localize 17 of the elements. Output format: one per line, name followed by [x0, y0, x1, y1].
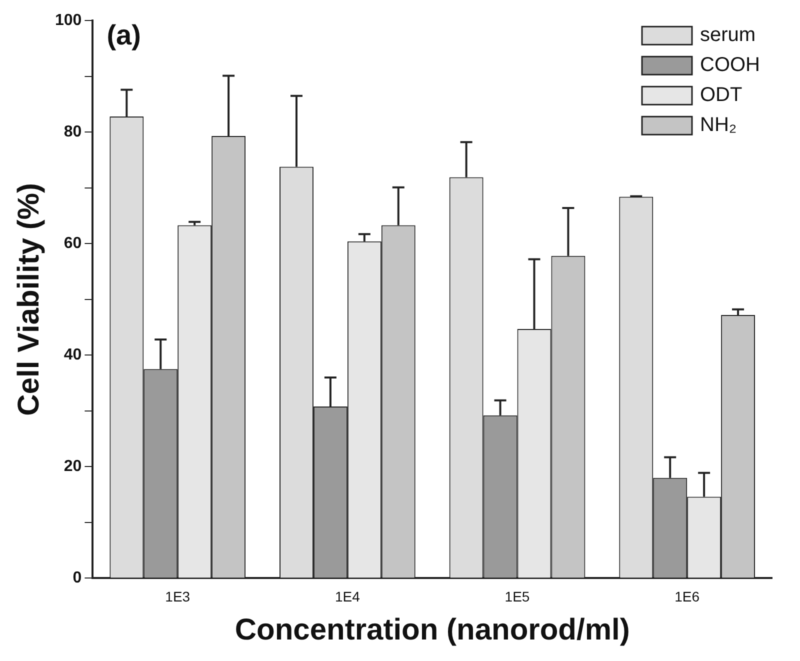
legend-label: NH₂ — [700, 114, 737, 136]
y-tick-label: 0 — [72, 570, 82, 587]
x-axis-title: Concentration (nanorod/ml) — [234, 613, 630, 646]
y-tick-label: 20 — [64, 458, 82, 476]
y-tick-label: 100 — [54, 12, 82, 30]
chart-title: (a) — [106, 19, 141, 50]
y-tick-label: 60 — [64, 235, 82, 252]
x-tick-label: 1E4 — [334, 588, 360, 604]
x-tick-label: 1E3 — [165, 588, 190, 604]
legend-label: ODT — [700, 84, 742, 106]
y-tick-label: 40 — [64, 346, 82, 364]
y-tick-label: 80 — [64, 124, 82, 141]
x-tick-label: 1E5 — [504, 588, 530, 604]
legend-label: COOH — [700, 54, 760, 76]
legend-label: serum — [700, 24, 756, 46]
y-axis-title: Cell Viability (%) — [12, 182, 46, 416]
x-tick-label: 1E6 — [674, 588, 700, 604]
